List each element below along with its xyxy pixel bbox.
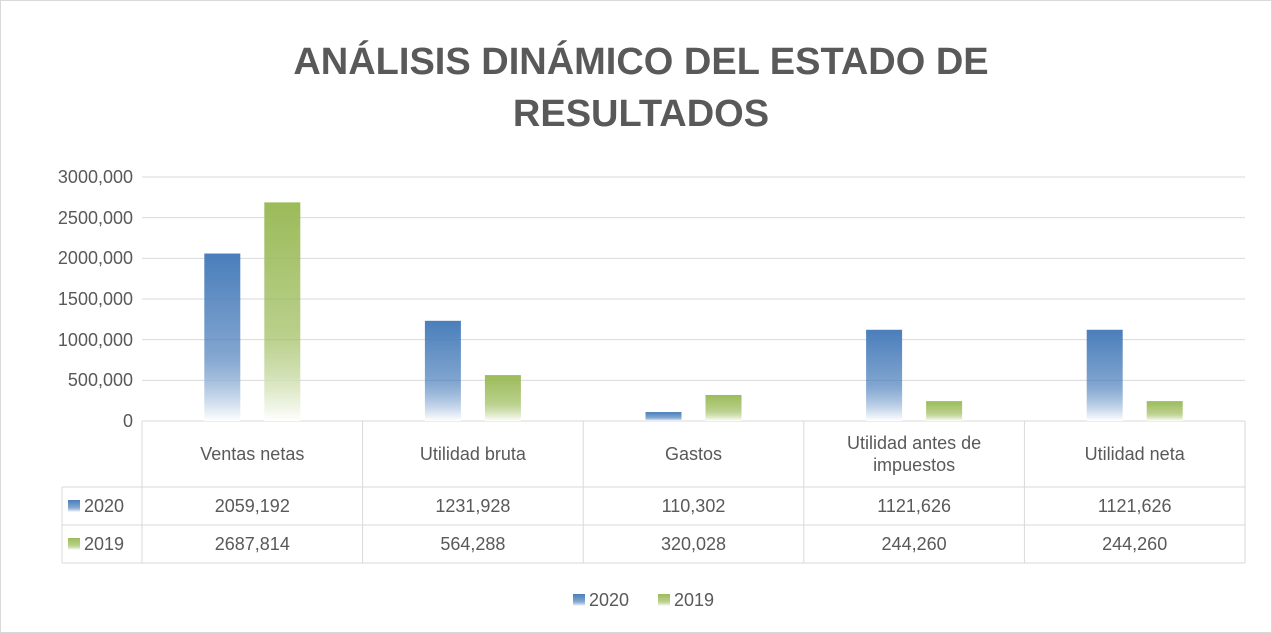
chart-title: ANÁLISIS DINÁMICO DEL ESTADO DE RESULTAD… <box>293 41 989 135</box>
x-tick-label: Gastos <box>664 444 722 464</box>
y-tick-label: 1500,000 <box>57 289 133 309</box>
table-cell: 1231,928 <box>435 496 511 516</box>
y-tick-label: 0 <box>122 411 133 431</box>
bar <box>264 202 301 421</box>
bar <box>204 253 241 421</box>
y-tick-label: 3000,000 <box>57 167 133 187</box>
table-cell: 2687,814 <box>214 534 290 554</box>
x-tick-label: Utilidad antes de impuestos <box>847 433 982 475</box>
x-tick-label: Utilidad bruta <box>419 444 526 464</box>
table-cell: 244,260 <box>881 534 947 554</box>
table-cell: 110,302 <box>661 496 726 516</box>
y-tick-label: 500,000 <box>67 370 133 391</box>
legend-label: 2019 <box>674 590 715 610</box>
table-legend-key <box>68 500 80 512</box>
bar <box>424 320 461 421</box>
y-tick-label: 2000,000 <box>57 248 133 269</box>
table-cell: 564,288 <box>440 534 506 554</box>
table-cell: 2059,192 <box>214 496 290 516</box>
y-tick-label: 2500,000 <box>57 207 133 228</box>
table-cell: 1121,626 <box>877 496 951 516</box>
bar <box>926 401 963 421</box>
bar <box>866 329 903 421</box>
y-tick-label: 1000,000 <box>57 329 133 350</box>
bar <box>484 375 521 421</box>
table-legend-key <box>68 538 80 550</box>
legend-label: 2020 <box>589 590 630 610</box>
table-series-label: 2019 <box>84 534 125 554</box>
x-tick-label: Utilidad neta <box>1084 444 1185 464</box>
bar <box>705 394 742 421</box>
table-cell: 320,028 <box>660 534 727 554</box>
bar <box>645 412 682 421</box>
bar <box>1086 329 1123 421</box>
bar <box>1146 401 1183 421</box>
legend-key <box>658 594 670 606</box>
x-tick-label: Ventas netas <box>200 444 305 464</box>
table-series-label: 2020 <box>84 496 125 516</box>
legend-key <box>573 594 585 606</box>
table-cell: 244,260 <box>1102 534 1168 554</box>
table-cell: 1121,626 <box>1097 496 1172 516</box>
